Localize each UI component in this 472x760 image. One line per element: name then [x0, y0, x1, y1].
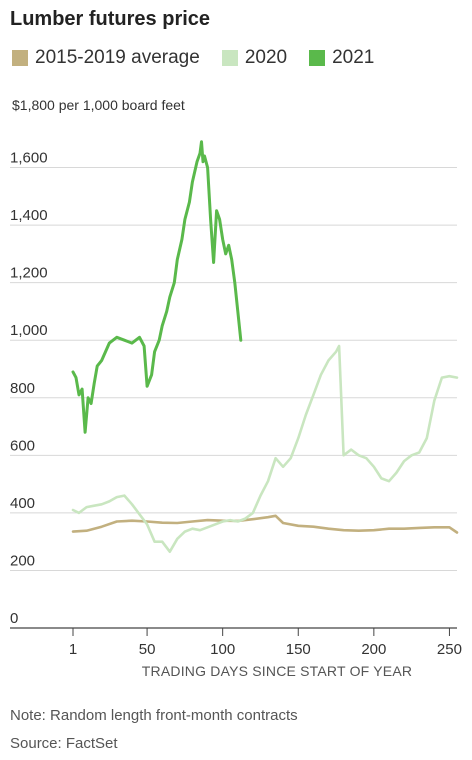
legend-label-avg: 2015-2019 average	[35, 47, 200, 68]
legend-label-2020: 2020	[244, 47, 288, 68]
chart-source: Source: FactSet	[10, 735, 118, 752]
legend-item-2020: 2020	[221, 47, 288, 69]
series-line-2021	[71, 140, 243, 434]
x-tick-label: 1	[69, 641, 77, 658]
legend-item-avg: 2015-2019 average	[12, 47, 200, 69]
x-tick-label: 250	[437, 641, 462, 658]
y-tick-label: 400	[10, 495, 35, 512]
x-tick-label: 50	[139, 641, 156, 658]
y-tick-label: 1,400	[10, 207, 48, 224]
series-line-2015-2019-average	[71, 514, 459, 534]
x-tick-label: 100	[210, 641, 235, 658]
y-tick-label: 0	[10, 610, 18, 627]
x-tick-label: 200	[361, 641, 386, 658]
unit-label: $1,800 per 1,000 board feet	[12, 97, 185, 113]
legend-swatch-2021	[309, 50, 326, 66]
y-tick-label: 600	[10, 437, 35, 454]
series-line-2020	[71, 344, 459, 553]
y-tick-label: 800	[10, 380, 35, 397]
chart-note: Note: Random length front-month contract…	[10, 707, 298, 724]
y-tick-label: 1,200	[10, 265, 48, 282]
legend-swatch-avg	[12, 50, 28, 66]
legend-swatch-2020	[221, 50, 238, 66]
legend-label-2021: 2021	[332, 47, 375, 68]
legend: 2015-2019 average 2020 2021	[12, 47, 396, 69]
chart-title: Lumber futures price	[10, 8, 211, 30]
y-tick-label: 200	[10, 552, 35, 569]
x-tick-label: 150	[286, 641, 311, 658]
y-tick-label: 1,600	[10, 150, 48, 167]
legend-item-2021: 2021	[309, 47, 374, 69]
x-axis-label: TRADING DAYS SINCE START OF YEAR	[142, 663, 412, 679]
y-tick-label: 1,000	[10, 322, 48, 339]
